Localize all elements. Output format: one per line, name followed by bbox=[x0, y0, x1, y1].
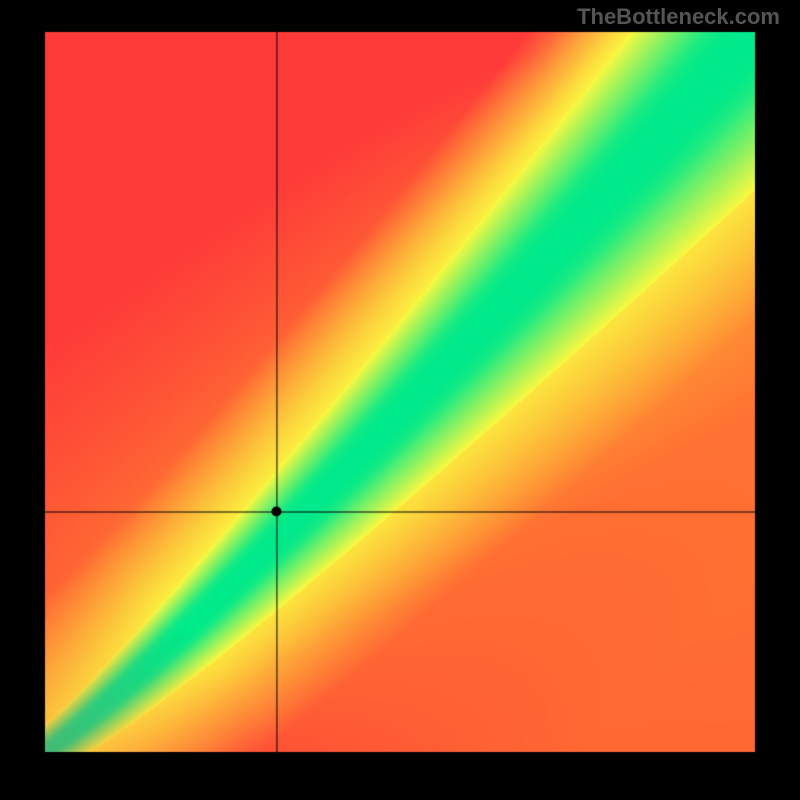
watermark-text: TheBottleneck.com bbox=[577, 4, 780, 30]
bottleneck-heatmap bbox=[0, 0, 800, 800]
